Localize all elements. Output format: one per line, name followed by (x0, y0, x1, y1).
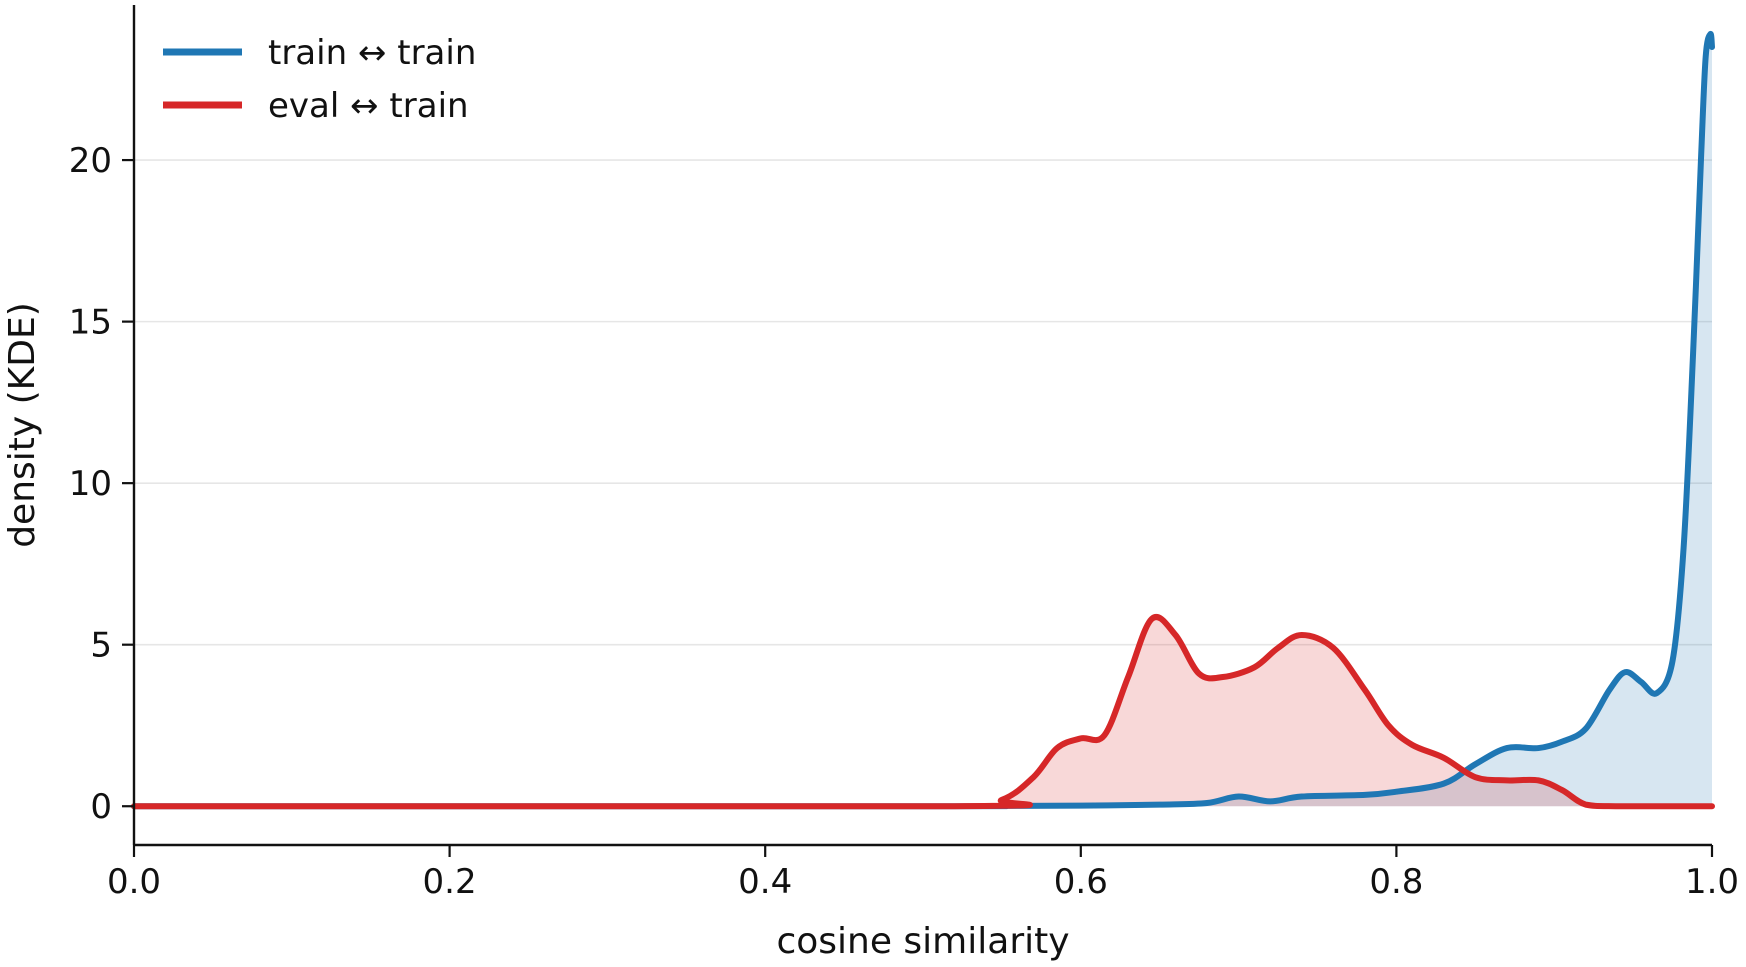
y-tick-label: 15 (69, 303, 112, 343)
y-tick-label: 0 (90, 787, 112, 827)
x-tick-label: 0.4 (738, 862, 792, 902)
x-axis-label: cosine similarity (776, 921, 1069, 962)
series-line-0 (131, 31, 1715, 810)
grid-lines (134, 159, 1712, 646)
x-tick-label: 1.0 (1685, 862, 1739, 902)
legend: train ↔ train eval ↔ train (163, 33, 476, 126)
series-fills (134, 33, 1712, 807)
legend-label-train-train: train ↔ train (268, 33, 476, 73)
y-tick-label: 5 (90, 626, 112, 666)
series-area-1 (134, 616, 1712, 807)
legend-label-eval-train: eval ↔ train (268, 86, 469, 126)
y-tick-label: 20 (69, 141, 112, 181)
x-tick-label: 0.2 (423, 862, 477, 902)
x-tick-label: 0.0 (107, 862, 161, 902)
x-tick-label: 0.8 (1369, 862, 1423, 902)
y-tick-label: 10 (69, 464, 112, 504)
x-tick-label: 0.6 (1054, 862, 1108, 902)
series-lines (131, 31, 1715, 810)
x-axis-ticks: 0.0 0.2 0.4 0.6 0.8 1.0 (107, 845, 1739, 902)
y-axis-ticks: 0 5 10 15 20 (69, 141, 134, 827)
series-area-0 (134, 33, 1712, 807)
series-line-1 (131, 614, 1715, 810)
y-axis-label: density (KDE) (2, 302, 43, 548)
